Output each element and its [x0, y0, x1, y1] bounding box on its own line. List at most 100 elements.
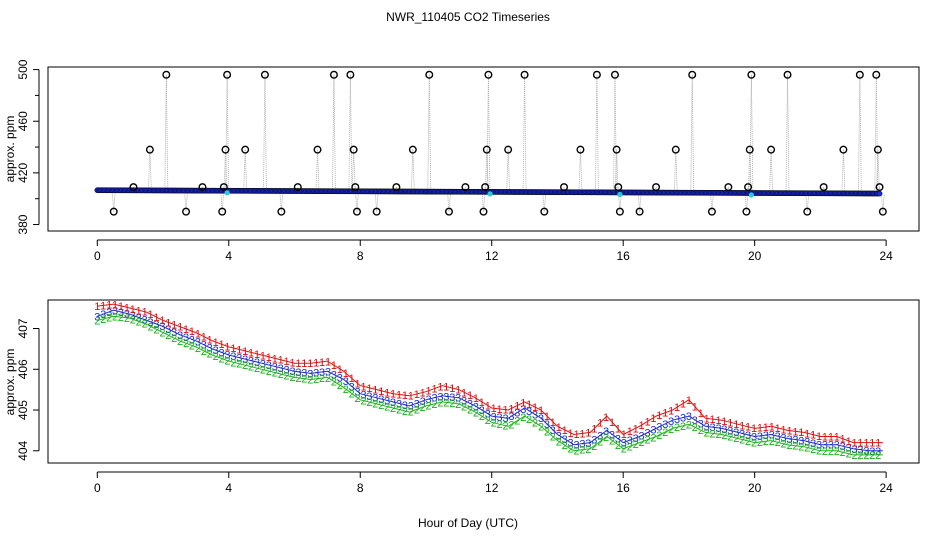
- series-1-marker: 1: [698, 408, 704, 420]
- series-3-marker: 3: [727, 425, 733, 437]
- series-1-marker: 1: [514, 400, 520, 412]
- series-1-marker: 1: [278, 355, 284, 367]
- outlier-point: [747, 70, 756, 79]
- outlier-point: [352, 207, 361, 216]
- series-1-marker: 1: [100, 300, 106, 312]
- series-2-marker: 2: [674, 422, 680, 434]
- series-2-marker: 2: [597, 436, 603, 448]
- series-1-marker: 1: [556, 422, 562, 434]
- series-2-marker: 2: [278, 369, 284, 381]
- series-1-marker: 1: [674, 402, 680, 414]
- series-1-marker: 1: [201, 332, 207, 344]
- spike-line: [879, 187, 882, 194]
- spike-line: [353, 149, 356, 192]
- top-y-tick-label: 380: [16, 214, 30, 234]
- series-1-marker: 1: [431, 384, 437, 396]
- series-2-marker: 2: [834, 446, 840, 458]
- series-1-marker: 1: [804, 428, 810, 440]
- series-1-marker: 1: [266, 352, 272, 364]
- series-2-marker: 2: [591, 441, 597, 453]
- series-3-marker: 3: [218, 347, 224, 359]
- top-x-tick-label: 16: [617, 249, 631, 263]
- series-2-marker: 2: [751, 437, 757, 449]
- series-2-marker: 2: [136, 317, 142, 329]
- series-2-marker: 2: [325, 373, 331, 385]
- series-2-marker: 2: [94, 315, 100, 327]
- series-2-marker: 2: [360, 396, 366, 408]
- spike-line: [843, 149, 846, 194]
- outlier-point: [872, 70, 881, 79]
- outlier-point: [560, 183, 569, 192]
- series-2-marker: 2: [461, 402, 467, 414]
- series-1-marker: 1: [727, 417, 733, 429]
- series-2-marker: 2: [633, 439, 639, 451]
- series-2-marker: 2: [650, 432, 656, 444]
- series-2-marker: 2: [455, 399, 461, 411]
- series-3-marker: 3: [153, 319, 159, 331]
- series-2-marker: 2: [810, 444, 816, 456]
- top-x-tick-label: 8: [357, 249, 364, 263]
- series-1-marker: 1: [644, 416, 650, 428]
- series-3-marker: 3: [497, 412, 503, 424]
- series-1-marker: 1: [153, 312, 159, 324]
- series-2-marker: 2: [254, 363, 260, 375]
- series-1-marker: 1: [337, 364, 343, 376]
- series-3-marker: 3: [431, 393, 437, 405]
- series-2-marker: 2: [224, 356, 230, 368]
- spike-line: [859, 74, 862, 194]
- spike-line: [484, 149, 488, 192]
- series-3-marker: 3: [792, 435, 798, 447]
- series-1-marker: 1: [840, 434, 846, 446]
- series-2-marker: 2: [686, 419, 692, 431]
- series-1-marker: 1: [230, 343, 236, 355]
- series-3-marker: 3: [437, 391, 443, 403]
- series-2-marker: 2: [715, 429, 721, 441]
- series-3-marker: 3: [213, 345, 219, 357]
- series-3-marker: 3: [633, 433, 639, 445]
- series-3-marker: 3: [414, 398, 420, 410]
- series-3-marker: 3: [289, 366, 295, 378]
- outlier-point: [707, 207, 716, 216]
- series-1-marker: 1: [615, 424, 621, 436]
- series-3-marker: 3: [147, 317, 153, 329]
- series-2-marker: 2: [485, 415, 491, 427]
- spike-line: [243, 149, 246, 191]
- series-1-marker: 1: [692, 401, 698, 413]
- spike-line: [614, 74, 617, 193]
- series-3-marker: 3: [763, 430, 769, 442]
- series-3-marker: 3: [680, 413, 686, 425]
- series-2-marker: 2: [550, 432, 556, 444]
- series-3-marker: 3: [573, 439, 579, 451]
- bottom-y-tick-label: 407: [16, 318, 30, 338]
- series-3-marker: 3: [810, 438, 816, 450]
- series-1-marker: 1: [573, 429, 579, 441]
- spike-line: [596, 74, 599, 193]
- series-1-marker: 1: [467, 390, 473, 402]
- series-2-marker: 2: [692, 422, 698, 434]
- series-2-marker: 2: [414, 404, 420, 416]
- series-1-marker: 1: [591, 424, 597, 436]
- series-1-marker: 1: [455, 384, 461, 396]
- top-x-tick-label: 0: [94, 249, 101, 263]
- spike-line: [317, 149, 320, 192]
- series-3-marker: 3: [674, 414, 680, 426]
- series-3-marker: 3: [609, 429, 615, 441]
- spike-line: [428, 74, 432, 192]
- series-2-marker: 2: [520, 412, 526, 424]
- series-1-marker: 1: [130, 304, 136, 316]
- series-3-marker: 3: [124, 308, 130, 320]
- bottom-y-tick-label: 405: [16, 400, 30, 420]
- series-2-marker: 2: [431, 399, 437, 411]
- series-3-marker: 3: [585, 438, 591, 450]
- series-3-marker: 3: [520, 404, 526, 416]
- spike-line: [111, 190, 115, 212]
- raw-sample-point: [876, 190, 883, 197]
- series-1-marker: 1: [473, 393, 479, 405]
- spike-line: [690, 74, 693, 193]
- series-3-marker: 3: [644, 428, 650, 440]
- bottom-x-tick-label: 20: [748, 481, 762, 495]
- top-panel: 0 4 8 12 16 20 24 380 420 460 500 approx. ppm: [3, 59, 920, 263]
- outlier-point: [277, 207, 286, 216]
- series-3-marker: 3: [118, 307, 124, 319]
- bottom-x-tick-label: 4: [225, 481, 232, 495]
